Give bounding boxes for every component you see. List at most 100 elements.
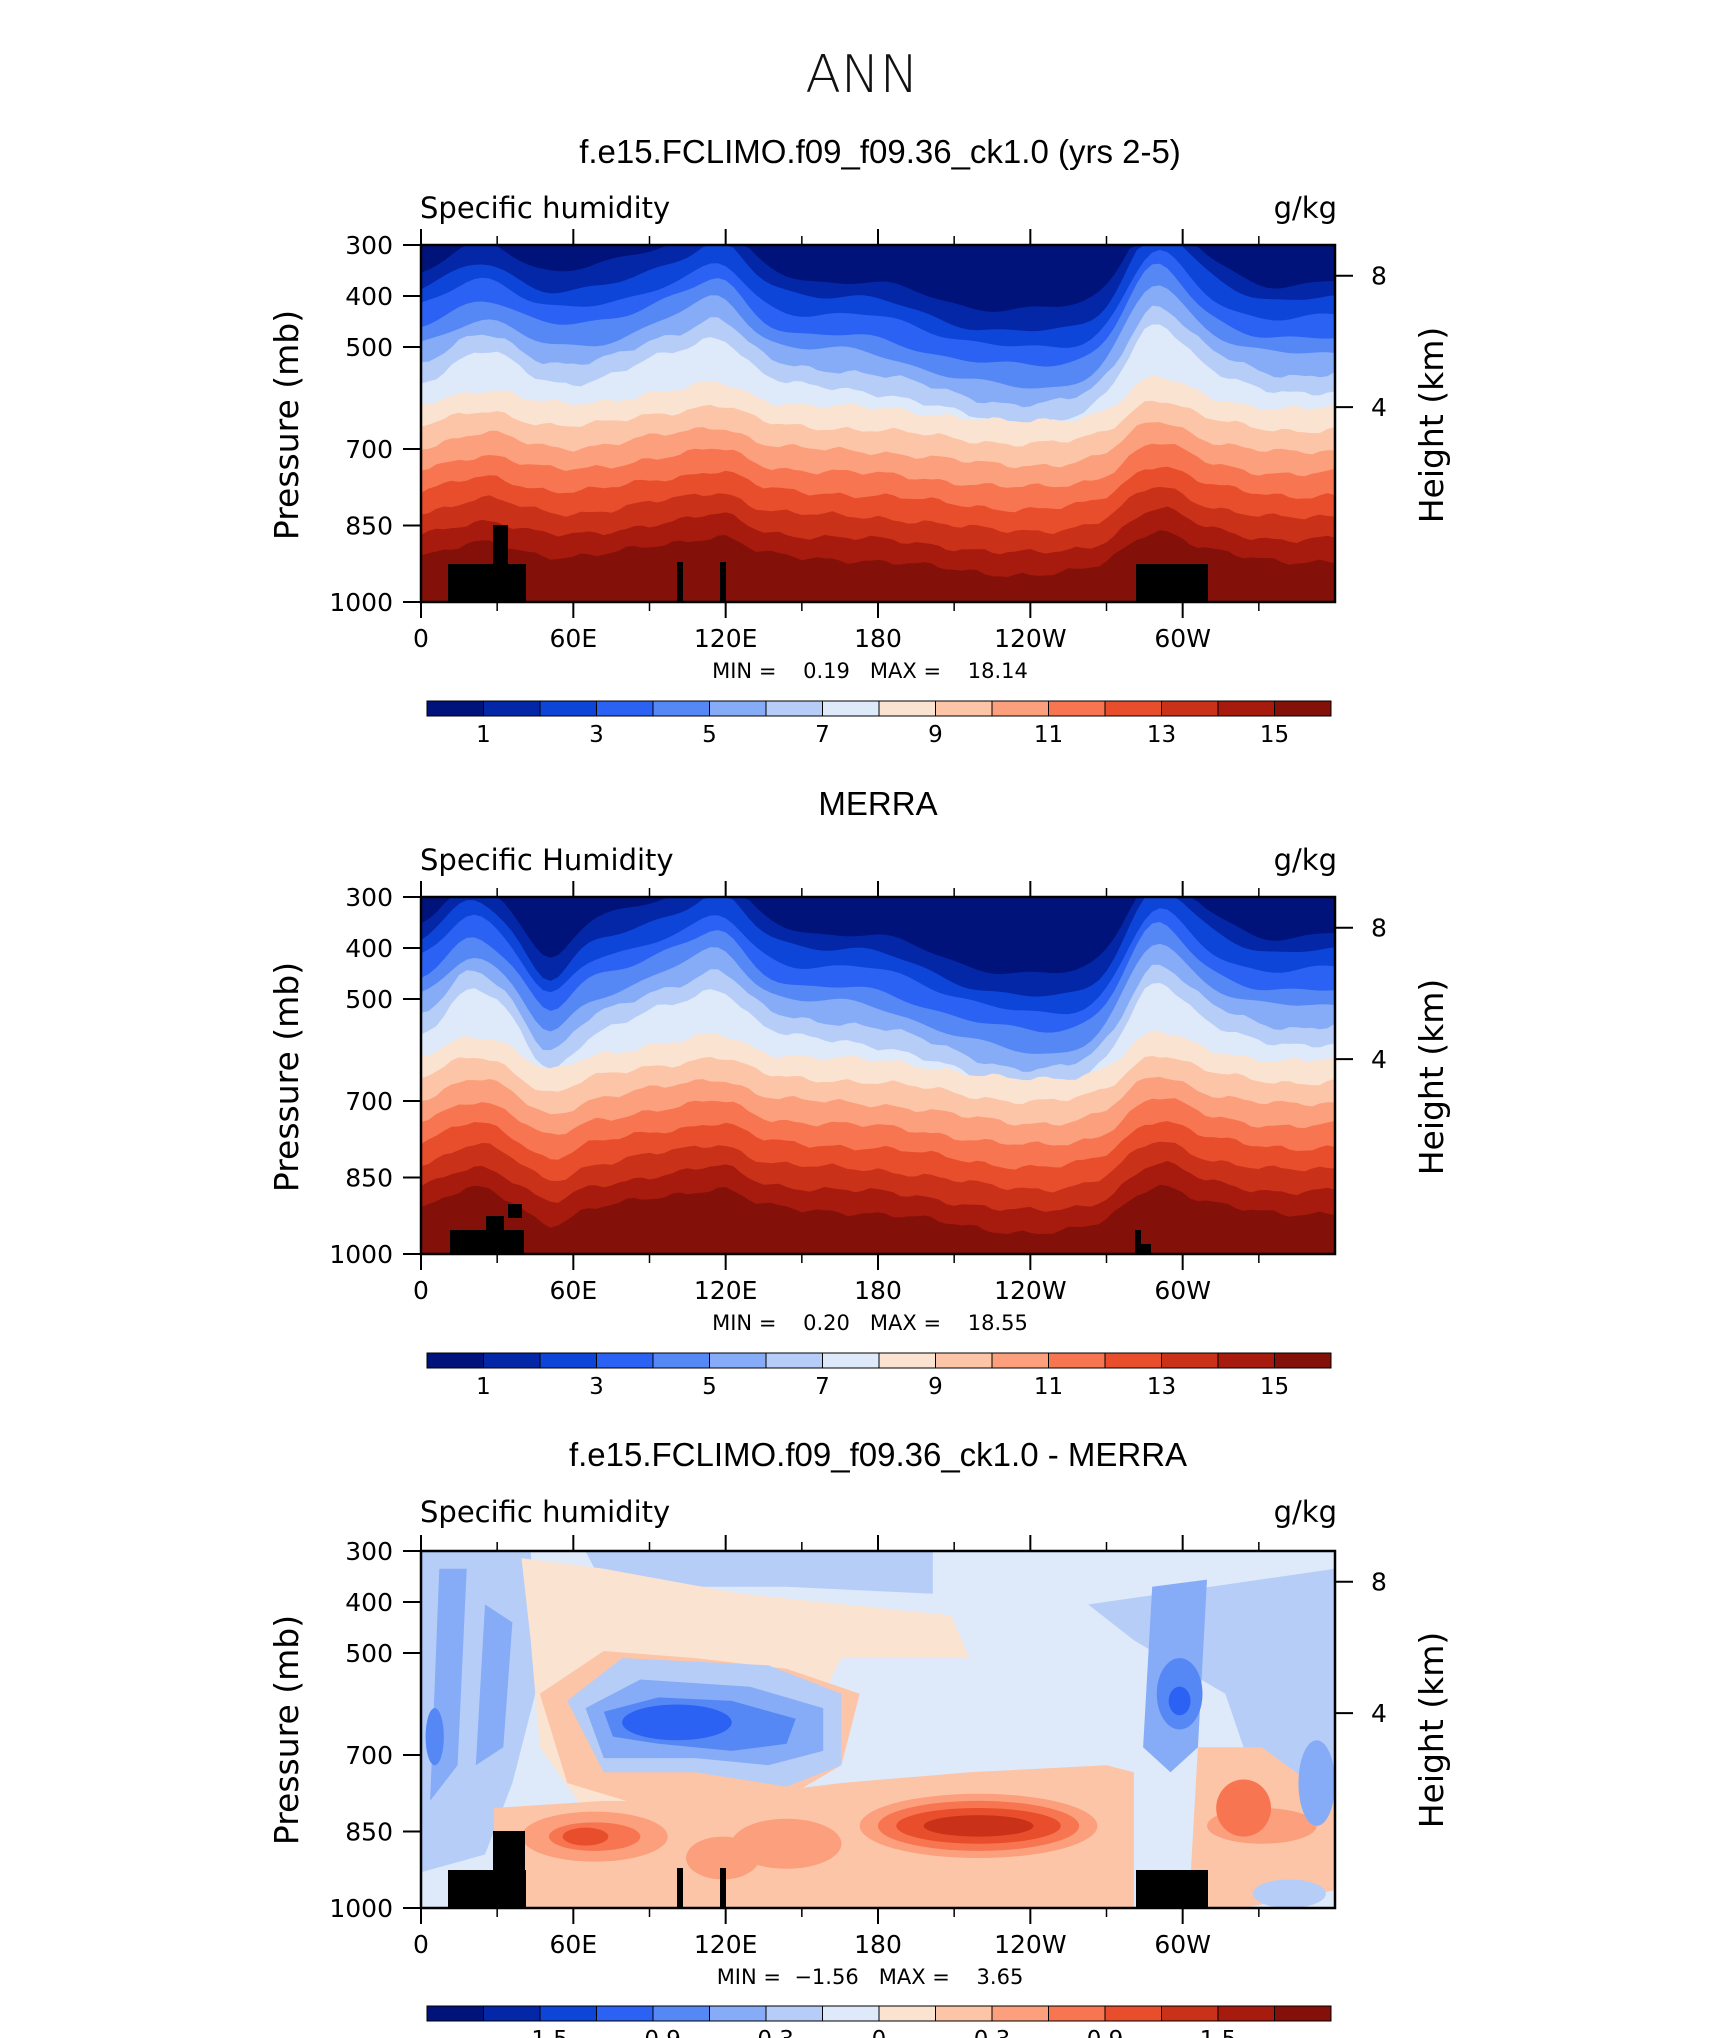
colorbar-label: 9: [928, 1374, 943, 1400]
y-tick-label: 850: [345, 1163, 393, 1192]
colorbar-swatch: [1161, 2005, 1219, 2022]
colorbar-label: 7: [815, 1374, 830, 1400]
colorbar-swatch: [1274, 700, 1332, 717]
contour-blob: [425, 1708, 444, 1766]
contour-blob: [923, 1815, 1034, 1837]
colorbar-swatch: [878, 700, 936, 717]
colorbar-swatch: [426, 1352, 484, 1369]
x-tick-label: 120E: [694, 1276, 758, 1305]
contour-blob: [731, 1818, 842, 1869]
colorbar-swatch: [652, 700, 710, 717]
variable-label: Specific Humidity: [420, 843, 674, 877]
colorbar-swatch: [935, 700, 993, 717]
colorbar-label: 15: [1260, 722, 1289, 748]
colorbar-swatch: [822, 2005, 880, 2022]
variable-label: Specific humidity: [420, 1495, 670, 1529]
colorbar-swatch: [765, 2005, 823, 2022]
x-tick-label: 60E: [550, 1276, 598, 1305]
y-tick-label: 400: [345, 934, 393, 963]
colorbar-swatch: [1104, 700, 1162, 717]
contour-field: [421, 1551, 1335, 1908]
colorbar-swatch: [539, 2005, 597, 2022]
panel-title: f.e15.FCLIMO.f09_f09.36_ck1.0 (yrs 2-5): [579, 133, 1181, 170]
colorbar-swatch: [539, 700, 597, 717]
colorbar-swatch: [652, 1352, 710, 1369]
colorbar-swatch: [878, 2005, 936, 2022]
y-tick-label: 500: [345, 1639, 393, 1668]
colorbar-label: 1: [476, 1374, 491, 1400]
contour-blob: [1216, 1779, 1272, 1837]
terrain-mask: [448, 1831, 1208, 1908]
colorbar-swatch: [1048, 1352, 1106, 1369]
colorbar-label: 0.9: [1087, 2027, 1124, 2038]
colorbar-label: 13: [1147, 722, 1176, 748]
x-tick-label: 120W: [994, 624, 1066, 653]
colorbar-swatch: [1048, 2005, 1106, 2022]
colorbar-swatch: [1161, 1352, 1219, 1369]
y-tick-label: 500: [345, 985, 393, 1014]
x-tick-label: 60W: [1154, 1930, 1211, 1959]
colorbar: 1 3 5 7 9 11 13 15: [426, 1352, 1332, 1400]
colorbar-swatch: [426, 2005, 484, 2022]
colorbar-swatch: [426, 700, 484, 717]
page-title: ANN: [805, 45, 918, 105]
y-tick-label: 1000: [329, 1240, 393, 1269]
contour-blob: [562, 1827, 609, 1846]
colorbar-swatch: [652, 2005, 710, 2022]
x-tick-label: 180: [854, 1930, 902, 1959]
colorbar-swatch: [709, 700, 767, 717]
colorbar-swatch: [483, 700, 541, 717]
colorbar: −1.5 −0.9 −0.3 0 0.3 0.9 1.5: [426, 2005, 1332, 2038]
y2-axis-label: Height (km): [1412, 1632, 1451, 1829]
colorbar-swatch: [1104, 2005, 1162, 2022]
x-tick-label: 120E: [694, 624, 758, 653]
contour-blob: [1168, 1686, 1191, 1716]
colorbar: 1 3 5 7 9 11 13 15: [426, 700, 1332, 748]
contour-blob: [686, 1836, 760, 1880]
colorbar-swatch: [539, 1352, 597, 1369]
panel-title: f.e15.FCLIMO.f09_f09.36_ck1.0 - MERRA: [569, 1436, 1187, 1473]
y2-tick-label: 4: [1371, 393, 1387, 422]
panel-difference: f.e15.FCLIMO.f09_f09.36_ck1.0 - MERRA Sp…: [267, 1436, 1451, 2038]
colorbar-swatch: [991, 2005, 1049, 2022]
colorbar-swatch: [991, 1352, 1049, 1369]
colorbar-swatch: [1104, 1352, 1162, 1369]
colorbar-label: 11: [1034, 1374, 1063, 1400]
y-tick-label: 300: [345, 231, 393, 260]
contour-blob: [622, 1704, 732, 1741]
axes: 300 400 500 700 850 1000 8 4 0 60E 120E 180 120W 60W: [329, 881, 1387, 1305]
y2-axis-label: Height (km): [1412, 979, 1451, 1176]
y2-tick-label: 8: [1371, 914, 1387, 943]
x-tick-label: 120W: [994, 1276, 1066, 1305]
x-tick-label: 180: [854, 624, 902, 653]
y-tick-label: 300: [345, 1537, 393, 1566]
colorbar-swatch: [1217, 700, 1275, 717]
y2-tick-label: 4: [1371, 1699, 1387, 1728]
y-tick-label: 700: [345, 435, 393, 464]
colorbar-swatch: [1048, 700, 1106, 717]
panel-obs: MERRA Specific Humidity g/kg Pressure (m…: [267, 785, 1451, 1400]
colorbar-swatch: [1217, 2005, 1275, 2022]
terrain-mask: [450, 1204, 1151, 1254]
colorbar-swatch: [822, 700, 880, 717]
colorbar-swatch: [1274, 2005, 1332, 2022]
units-label: g/kg: [1274, 1495, 1337, 1529]
colorbar-swatch: [1161, 700, 1219, 717]
x-tick-label: 0: [413, 1276, 429, 1305]
y-axis-label: Pressure (mb): [267, 310, 306, 540]
x-tick-label: 120E: [694, 1930, 758, 1959]
y-tick-label: 400: [345, 1588, 393, 1617]
colorbar-swatch: [822, 1352, 880, 1369]
colorbar-label: 1: [476, 722, 491, 748]
units-label: g/kg: [1274, 191, 1337, 225]
panel-title: MERRA: [818, 785, 937, 822]
x-tick-label: 60W: [1154, 1276, 1211, 1305]
colorbar-label: 15: [1260, 1374, 1289, 1400]
y2-tick-label: 8: [1371, 1568, 1387, 1597]
colorbar-label: 0: [872, 2027, 887, 2038]
x-tick-label: 60E: [550, 624, 598, 653]
colorbar-swatch: [878, 1352, 936, 1369]
contour-blob: [475, 1604, 513, 1766]
colorbar-swatch: [1217, 1352, 1275, 1369]
